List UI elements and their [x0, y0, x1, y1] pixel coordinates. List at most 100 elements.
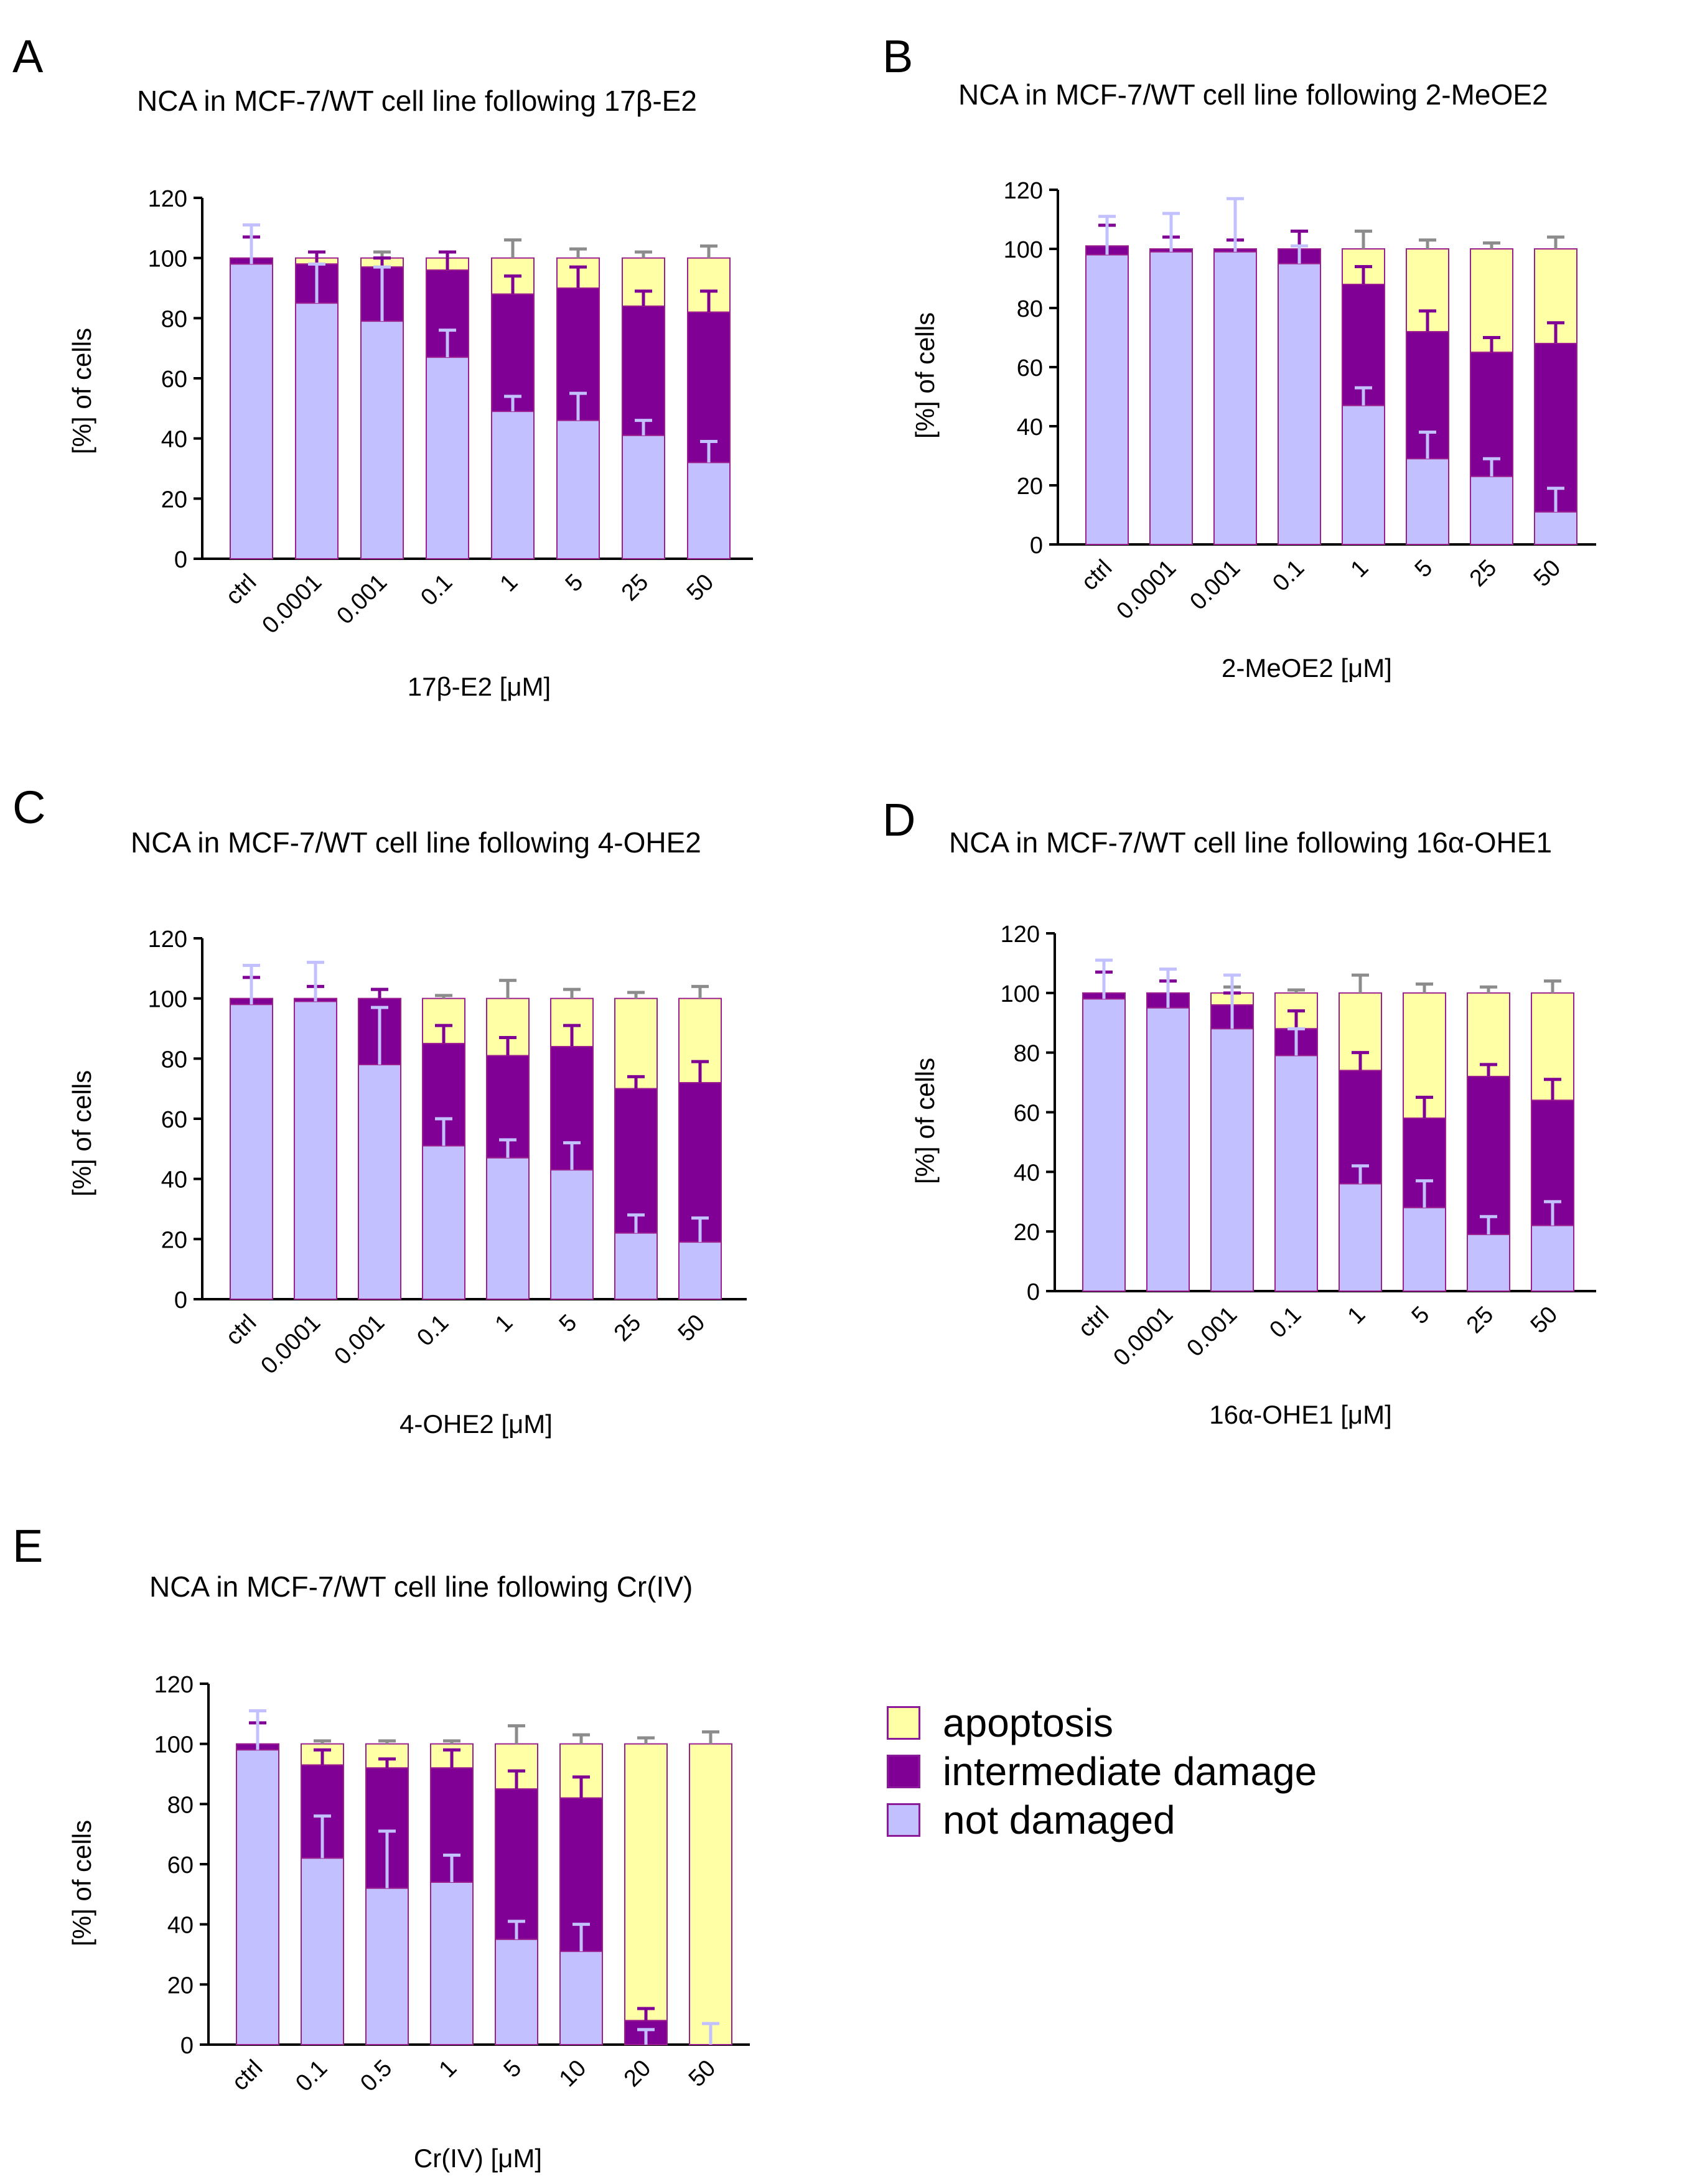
- bar-not-damaged: [426, 357, 469, 560]
- x-tick-label: 50: [673, 1310, 711, 1347]
- chart-title: NCA in MCF-7/WT cell line following Cr(I…: [149, 1570, 693, 1603]
- bar-not-damaged: [1403, 1206, 1446, 1292]
- bar-not-damaged: [556, 419, 600, 560]
- x-tick-label: 0.001: [332, 569, 392, 630]
- bar-intermediate-damage: [614, 1088, 658, 1234]
- x-tick-label: 0.0001: [1108, 1302, 1178, 1371]
- y-tick-label: 40: [1017, 414, 1043, 441]
- bar-not-damaged: [687, 462, 731, 559]
- y-tick-label: 100: [148, 246, 187, 273]
- bar-intermediate-damage: [678, 1082, 722, 1243]
- x-tick-label: 50: [684, 2055, 721, 2093]
- bar-not-damaged: [1534, 511, 1577, 545]
- bar-not-damaged: [550, 1169, 594, 1300]
- bar-not-damaged: [1274, 1055, 1318, 1292]
- y-tick-label: 60: [161, 366, 187, 393]
- y-tick-label: 40: [167, 1913, 194, 1939]
- y-tick-label: 80: [1017, 296, 1043, 322]
- y-axis-label: [%] of cells: [910, 312, 940, 439]
- y-tick-label: 120: [148, 186, 187, 212]
- y-tick-label: 120: [148, 926, 187, 953]
- not-damaged-swatch: [887, 1803, 920, 1837]
- x-tick-label: 0.001: [1182, 1302, 1242, 1362]
- chart-title: NCA in MCF-7/WT cell line following 17β-…: [137, 85, 697, 117]
- legend-item-apoptosis: apoptosis: [887, 1699, 1317, 1747]
- y-tick-label: 0: [174, 1287, 187, 1314]
- bar-not-damaged: [295, 302, 339, 559]
- bar-intermediate-damage: [430, 1767, 474, 1883]
- x-tick-label: ctrl: [1077, 555, 1118, 596]
- y-tick-label: 80: [161, 306, 187, 332]
- y-tick-label: 0: [180, 2033, 194, 2059]
- x-tick-label: 1: [490, 1310, 518, 1338]
- bar-intermediate-damage: [1534, 343, 1577, 513]
- x-tick-label: 20: [619, 2055, 657, 2093]
- x-tick-label: 5: [554, 1310, 582, 1338]
- bar-intermediate-damage: [1467, 1076, 1510, 1235]
- x-tick-label: 50: [682, 569, 719, 607]
- x-axis-label: 17β-E2 [μM]: [407, 672, 551, 701]
- x-axis-label: 2-MeOE2 [μM]: [1222, 653, 1392, 683]
- x-tick-label: 1: [434, 2055, 462, 2083]
- y-tick-label: 60: [167, 1852, 194, 1878]
- x-tick-label: 0.1: [416, 569, 457, 611]
- bar-not-damaged: [1467, 1233, 1510, 1292]
- y-tick-label: 60: [1014, 1101, 1040, 1127]
- x-tick-label: 5: [1410, 555, 1438, 583]
- x-axis-label: 16α-OHE1 [μM]: [1209, 1400, 1392, 1429]
- legend-label-not-damaged: not damaged: [943, 1798, 1175, 1842]
- panel-letter-e: E: [12, 1520, 44, 1572]
- y-axis-label: [%] of cells: [910, 1057, 940, 1184]
- y-tick-label: 100: [1001, 981, 1040, 1007]
- bar-not-damaged: [1339, 1183, 1382, 1292]
- bar-not-damaged: [230, 263, 273, 559]
- y-axis-label: [%] of cells: [67, 327, 96, 454]
- bar-not-damaged: [422, 1145, 465, 1300]
- y-tick-label: 80: [167, 1792, 194, 1818]
- panel-letter-d: D: [882, 794, 916, 846]
- bar-not-damaged: [1213, 251, 1257, 545]
- bar-not-damaged: [365, 1887, 409, 2046]
- y-tick-label: 0: [1027, 1279, 1040, 1305]
- panel-letter-a: A: [12, 30, 44, 82]
- panel-a: A A NCA in MCF-7/WT cell line following …: [0, 0, 828, 709]
- x-tick-label: 0.1: [412, 1310, 454, 1351]
- bar-not-damaged: [622, 434, 665, 559]
- y-tick-label: 80: [161, 1047, 187, 1073]
- legend-item-not-damaged: not damaged: [887, 1796, 1317, 1844]
- bar-not-damaged: [1531, 1225, 1574, 1292]
- y-tick-label: 120: [1001, 922, 1040, 948]
- y-tick-label: 0: [1030, 533, 1043, 559]
- panel-letter-c: C: [12, 782, 46, 833]
- x-tick-label: 0.001: [329, 1310, 390, 1370]
- y-axis-label: [%] of cells: [67, 1070, 96, 1197]
- bar-not-damaged: [360, 320, 404, 560]
- chart-title: NCA in MCF-7/WT cell line following 16α-…: [949, 826, 1553, 859]
- bar-not-damaged: [1210, 1028, 1254, 1292]
- legend-item-intermediate: intermediate damage: [887, 1747, 1317, 1796]
- apoptosis-swatch: [887, 1706, 920, 1740]
- y-tick-label: 100: [148, 987, 187, 1013]
- x-tick-label: ctrl: [227, 2055, 268, 2096]
- y-tick-label: 120: [1004, 178, 1043, 204]
- bar-not-damaged: [1278, 263, 1321, 545]
- x-tick-label: 10: [554, 2055, 592, 2093]
- x-tick-label: 0.1: [1268, 555, 1309, 597]
- bar-not-damaged: [614, 1232, 658, 1300]
- bar-not-damaged: [301, 1857, 344, 2045]
- y-tick-label: 100: [154, 1732, 194, 1758]
- x-tick-label: 1: [495, 569, 523, 597]
- panel-b: B NCA in MCF-7/WT cell line following 2-…: [843, 0, 1671, 709]
- bar-not-damaged: [678, 1241, 722, 1300]
- y-tick-label: 40: [1014, 1160, 1040, 1186]
- bar-not-damaged: [559, 1951, 603, 2046]
- x-tick-label: 0.0001: [257, 569, 327, 639]
- panel-e: E NCA in MCF-7/WT cell line following Cr…: [0, 1475, 828, 2184]
- y-tick-label: 120: [154, 1672, 194, 1698]
- x-tick-label: 25: [617, 569, 654, 607]
- bar-apoptosis: [1470, 248, 1513, 353]
- bar-intermediate-damage: [491, 293, 535, 413]
- bar-not-damaged: [1149, 251, 1193, 545]
